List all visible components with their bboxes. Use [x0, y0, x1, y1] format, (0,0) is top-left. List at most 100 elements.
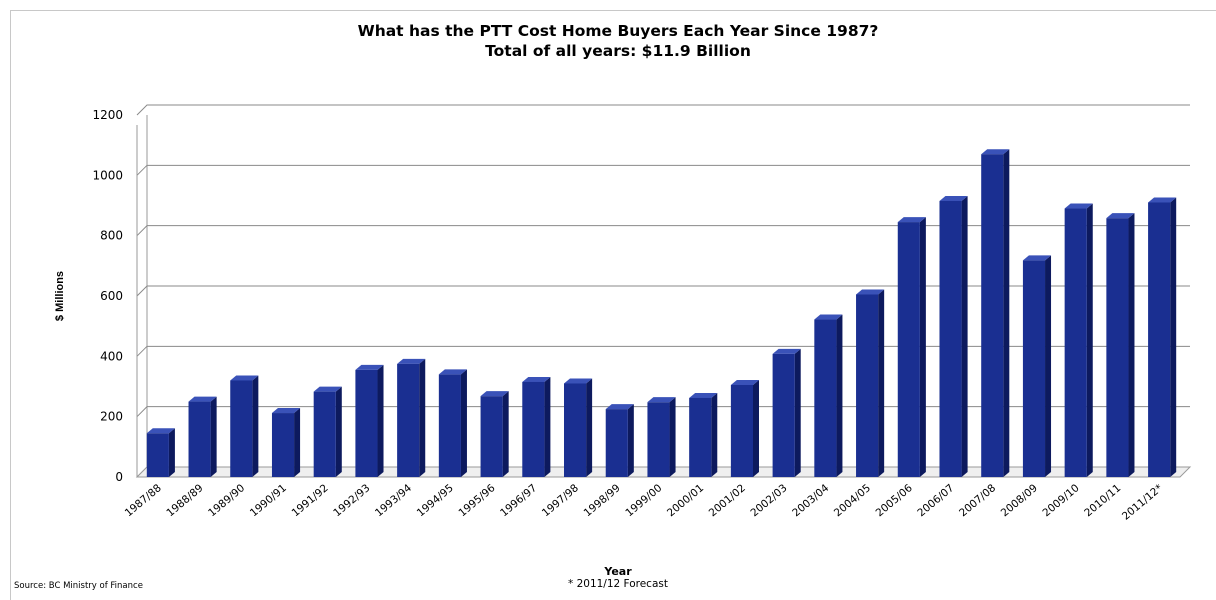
bar — [1148, 202, 1171, 477]
x-tick-label: 1995/96 — [456, 482, 497, 519]
x-tick-label: 1994/95 — [415, 482, 456, 519]
bar-side — [460, 369, 467, 477]
bar — [814, 319, 837, 477]
bar — [772, 353, 795, 477]
x-tick-label: 1987/88 — [123, 482, 164, 519]
bar — [397, 363, 420, 477]
bar-side — [377, 364, 384, 477]
bar — [856, 294, 879, 477]
bar-side — [836, 314, 843, 477]
bar-top — [1022, 255, 1052, 261]
source-note: Source: BC Ministry of Finance — [14, 581, 143, 591]
chart-subtitle: Total of all years: $11.9 Billion — [485, 42, 751, 60]
x-tick-label: 1997/98 — [540, 482, 581, 519]
bar-top — [1148, 197, 1177, 203]
gridline — [136, 164, 1190, 176]
bar-top — [605, 404, 634, 410]
bar-side — [961, 195, 968, 477]
bar-side — [711, 392, 718, 477]
y-axis-label: $ Millions — [54, 271, 66, 321]
bar-top — [313, 386, 342, 392]
bar-top — [939, 195, 968, 201]
bar — [188, 401, 211, 477]
x-tick-label: 2006/07 — [915, 482, 956, 519]
back-wall-left-edge — [136, 115, 148, 478]
bar — [271, 413, 295, 477]
y-tick-label: 0 — [115, 470, 123, 484]
x-tick-label: 2011/12* — [1120, 482, 1165, 523]
x-tick-label: 2000/01 — [665, 482, 706, 519]
x-tick-label: 1992/93 — [331, 482, 372, 519]
bar-side — [419, 358, 426, 477]
bar-top — [438, 369, 467, 375]
chart-title: What has the PTT Cost Home Buyers Each Y… — [357, 22, 879, 40]
bar-top — [564, 378, 593, 384]
bar-top — [146, 428, 175, 434]
bar-side — [794, 348, 801, 477]
bar-top — [522, 376, 551, 382]
bar — [564, 383, 587, 477]
bar — [605, 409, 628, 477]
y-tick-label: 1200 — [92, 108, 123, 122]
bar-top — [188, 396, 217, 402]
bar-side — [878, 289, 885, 477]
bar-side — [544, 376, 551, 477]
x-axis-label: Year — [604, 565, 632, 578]
bar-top — [730, 379, 759, 385]
x-tick-label: 1988/89 — [164, 482, 205, 519]
x-tick-label: 1991/92 — [290, 482, 331, 519]
x-tick-label: 2008/09 — [999, 482, 1040, 519]
bar-side — [919, 217, 926, 477]
bar-top — [981, 149, 1010, 155]
bar-top — [271, 408, 301, 414]
bar — [689, 397, 712, 477]
bar — [146, 433, 169, 477]
y-tick-label: 800 — [100, 229, 123, 243]
bar-side — [1045, 255, 1052, 477]
bar-side — [1086, 203, 1093, 477]
bar — [939, 200, 962, 477]
bar-side — [502, 391, 509, 477]
bar-side — [1003, 149, 1010, 477]
bar-side — [335, 386, 342, 477]
bar-top — [772, 348, 801, 354]
bar — [355, 369, 378, 477]
x-tick-label: 2005/06 — [874, 482, 915, 519]
bar-side — [1128, 213, 1135, 478]
gridline — [136, 225, 1190, 237]
bar — [1022, 260, 1046, 477]
bar — [897, 222, 920, 477]
x-tick-label: 2004/05 — [832, 482, 873, 519]
x-tick-label: 2009/10 — [1040, 482, 1081, 519]
y-tick-label: 600 — [100, 289, 123, 303]
bar — [1064, 208, 1087, 477]
bar-side — [1170, 197, 1177, 477]
bar — [480, 396, 503, 477]
x-tick-label: 2007/08 — [957, 482, 998, 519]
bar-top — [230, 375, 259, 381]
bar-side — [252, 375, 259, 477]
bar-top — [814, 314, 843, 320]
bar-side — [627, 404, 634, 477]
x-tick-label: 1993/94 — [373, 482, 414, 519]
x-tick-label: 2003/04 — [790, 482, 831, 519]
x-tick-label: 1989/90 — [206, 482, 247, 519]
y-tick-label: 1000 — [92, 168, 123, 182]
bar-side — [669, 397, 676, 477]
y-tick-label: 200 — [100, 410, 123, 424]
bar-top — [355, 364, 384, 370]
x-tick-label: 1990/91 — [248, 482, 289, 519]
bar-side — [294, 408, 301, 477]
x-tick-label: 1996/97 — [498, 482, 539, 519]
bar-top — [856, 289, 885, 295]
forecast-footnote: * 2011/12 Forecast — [568, 578, 668, 590]
chart-frame — [10, 10, 1216, 600]
bar — [313, 391, 336, 477]
bar — [522, 381, 545, 477]
x-tick-label: 2001/02 — [707, 482, 748, 519]
bar-side — [210, 396, 217, 477]
x-tick-label: 1998/99 — [582, 482, 623, 519]
bar-top — [689, 392, 718, 398]
x-tick-label: 1999/00 — [623, 482, 664, 519]
